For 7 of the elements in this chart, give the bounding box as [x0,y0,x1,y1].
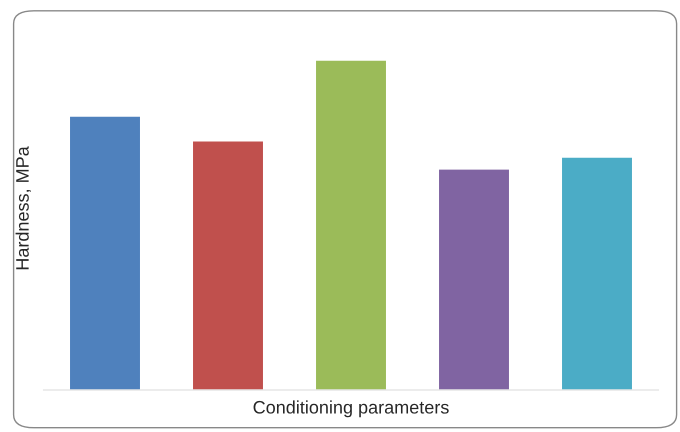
bar [438,168,510,390]
bar [192,140,264,390]
y-axis-title: Hardness, MPa [16,146,31,270]
bar [314,59,388,390]
x-axis-title: Conditioning parameters [254,400,449,418]
bar [68,115,142,390]
bar [560,156,634,390]
